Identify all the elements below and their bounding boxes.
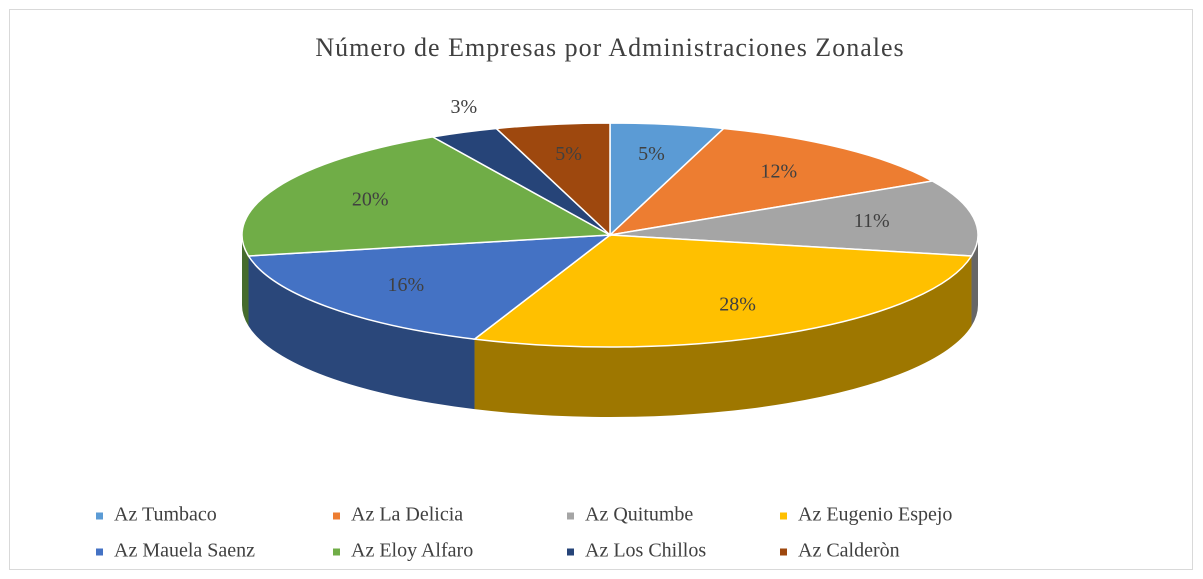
legend-swatch: [567, 512, 574, 520]
legend-swatch: [96, 512, 103, 520]
slice: [241, 136, 613, 257]
data-label: 28%: [719, 293, 756, 315]
legend-swatch: [333, 512, 340, 520]
legend-label: Az Los Chillos: [585, 540, 706, 562]
legend-label: Az Tumbaco: [114, 504, 217, 526]
legend-swatch: [780, 548, 787, 556]
legend-swatch: [567, 548, 574, 556]
legend-swatch: [333, 548, 340, 556]
slice: [247, 234, 613, 340]
slice: [609, 180, 979, 257]
legend-label: Az Quitumbe: [585, 504, 693, 526]
chart-title: Número de Empresas por Administraciones …: [315, 33, 904, 62]
data-label: 12%: [761, 160, 798, 182]
slice: [494, 122, 611, 237]
legend-label: Az Mauela Saenz: [114, 540, 255, 562]
legend-label: Az Eloy Alfaro: [351, 540, 473, 562]
data-label: 5%: [555, 143, 582, 165]
legend-swatch: [780, 512, 787, 520]
slice: [607, 127, 935, 237]
legend-label: Az Eugenio Espejo: [798, 504, 952, 526]
slice-side: [474, 255, 972, 417]
legend-swatch: [96, 548, 103, 556]
slice-side: [971, 235, 978, 326]
data-label: 3%: [451, 96, 478, 118]
legend-label: Az La Delicia: [351, 504, 463, 526]
legend-label: Az Calderòn: [798, 540, 900, 562]
data-label: 16%: [388, 274, 425, 296]
slice-side: [248, 255, 475, 410]
data-label: 5%: [638, 143, 665, 165]
data-label: 20%: [352, 188, 389, 210]
slice: [472, 234, 973, 348]
data-label: 11%: [854, 210, 890, 232]
slice-side: [242, 235, 249, 326]
